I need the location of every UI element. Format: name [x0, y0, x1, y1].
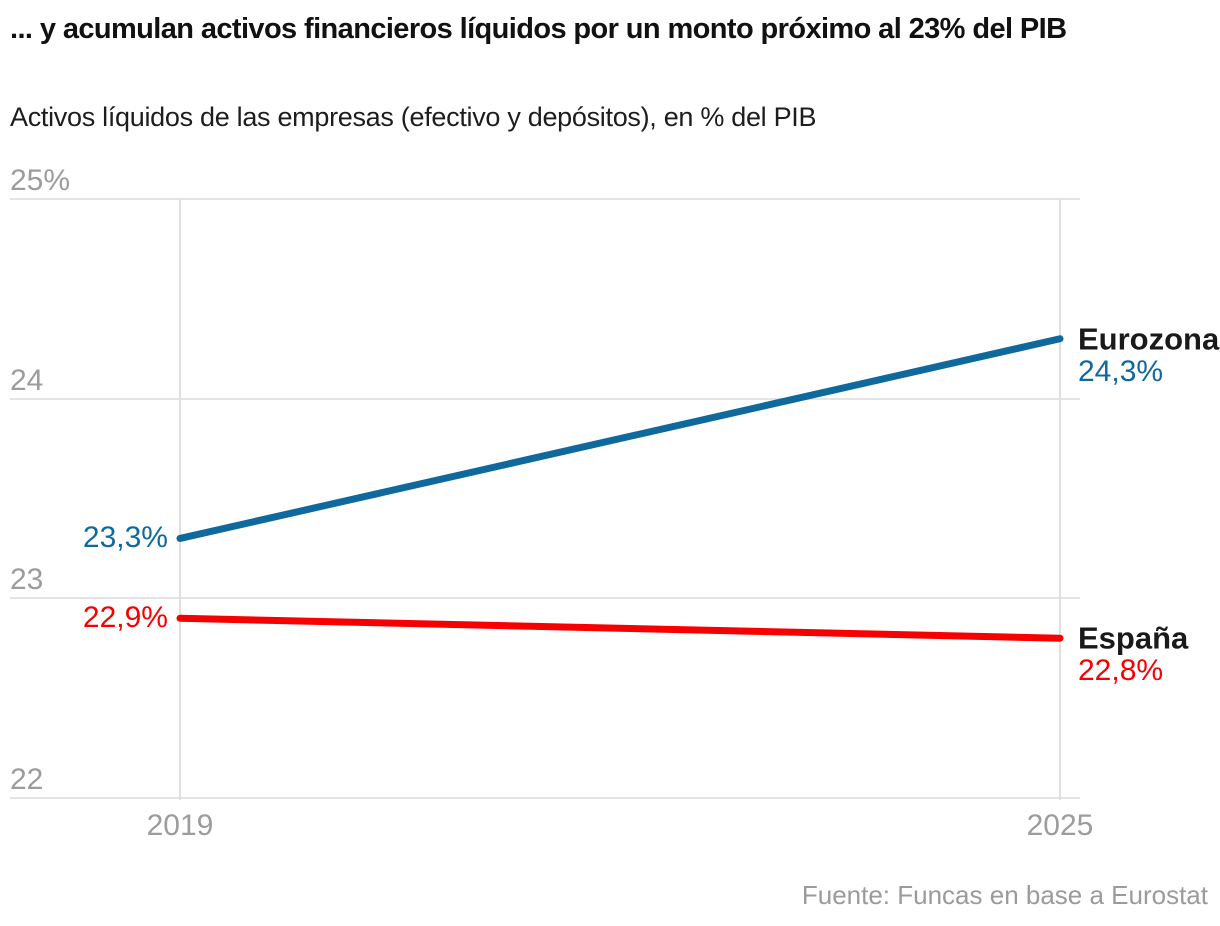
series-name-label: España — [1078, 620, 1189, 656]
gridline-h-24 — [10, 397, 1080, 400]
x-axis-tick-label: 2019 — [146, 809, 214, 842]
chart-subtitle: Activos líquidos de las empresas (efecti… — [10, 102, 817, 132]
series-line-españa — [176, 614, 1064, 642]
series-end-value-label: 24,3% — [1078, 354, 1164, 388]
y-axis-tick-label: 25% — [10, 164, 71, 197]
gridline-h-25 — [10, 198, 1080, 200]
series-start-value-label: 23,3% — [82, 521, 168, 555]
series-end-value-label: 22,8% — [1078, 654, 1164, 688]
gridline-h-22 — [10, 797, 1080, 799]
source-attribution: Fuente: Funcas en base a Eurostat — [801, 880, 1208, 910]
gridline-h-23 — [10, 597, 1080, 600]
gridline-v-2025 — [1059, 199, 1061, 800]
y-axis-tick-label: 22 — [10, 763, 44, 796]
series-line-eurozona — [176, 335, 1064, 542]
y-axis-tick-label: 23 — [10, 563, 44, 597]
series-name-label: Eurozona — [1078, 321, 1220, 357]
gridline-v-2019 — [179, 199, 181, 800]
chart-title: ... y acumulan activos financieros líqui… — [10, 13, 1067, 45]
series-start-value-label: 22,9% — [82, 601, 168, 635]
x-axis-tick-label: 2025 — [1026, 809, 1094, 842]
y-axis-tick-label: 24 — [10, 363, 44, 397]
